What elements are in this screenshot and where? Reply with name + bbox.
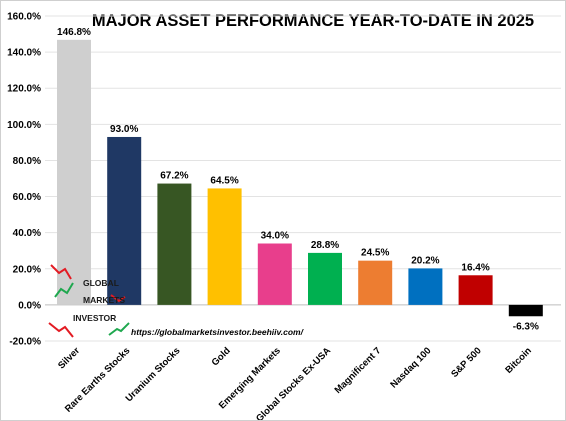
y-tick-label: 20.0%	[13, 264, 41, 275]
data-label: 20.2%	[411, 255, 439, 266]
bar-uranium-stocks	[157, 183, 192, 305]
y-tick-label: 40.0%	[13, 228, 41, 239]
data-label: 93.0%	[110, 124, 138, 135]
y-tick-label: -20.0%	[9, 337, 41, 348]
y-tick-label: 80.0%	[13, 156, 41, 167]
bar-global-stocks-ex-usa	[308, 252, 342, 305]
bar-bitcoin	[508, 304, 543, 317]
x-category-label: S&P 500	[449, 345, 484, 380]
bar-nasdaq-100	[408, 268, 443, 305]
data-label: 67.2%	[160, 171, 188, 182]
brand-watermark: GLOBAL MARKETS INVESTOR https://globalma…	[48, 264, 305, 338]
x-category-label: Uranium Stocks	[124, 345, 183, 404]
data-label: 28.8%	[311, 240, 339, 251]
bar-magnificent-7	[358, 260, 393, 305]
data-label: 34.0%	[261, 231, 289, 242]
bar-s-p-500	[458, 275, 493, 305]
data-label: 146.8%	[57, 27, 91, 38]
y-tick-label: 60.0%	[13, 192, 41, 203]
data-label: 16.4%	[461, 262, 489, 273]
y-axis-tick-labels: 160.0% 140.0% 120.0% 100.0% 80.0% 60.0% 40.0% 2…	[7, 12, 41, 348]
brand-line-investor: INVESTOR	[73, 313, 116, 323]
source-url: https://globalmarketsinvestor.beehiiv.co…	[131, 327, 305, 337]
bar-gold	[207, 188, 242, 305]
y-tick-label: 120.0%	[7, 84, 41, 95]
data-label: 64.5%	[210, 175, 238, 186]
chart-title: MAJOR ASSET PERFORMANCE YEAR-TO-DATE IN …	[92, 12, 534, 30]
y-tick-label: 160.0%	[7, 12, 41, 23]
x-category-label: Bitcoin	[503, 345, 534, 376]
y-tick-label: 100.0%	[7, 120, 41, 131]
data-label: -6.3%	[513, 321, 539, 332]
bars	[57, 39, 543, 317]
y-tick-label: 140.0%	[7, 48, 41, 59]
x-category-label: Silver	[56, 345, 82, 371]
brand-line-markets: MARKETS	[83, 295, 125, 305]
y-tick-label: 0.0%	[18, 300, 41, 311]
x-category-label: Nasdaq 100	[388, 345, 433, 390]
bar-rare-earths-stocks	[107, 136, 142, 305]
bar-emerging-markets	[257, 243, 292, 305]
data-labels: 146.8% 93.0% 67.2% 64.5% 34.0% 28.8% 24.5% 20.2…	[57, 27, 539, 332]
brand-line-global: GLOBAL	[83, 278, 119, 288]
data-label: 24.5%	[361, 248, 389, 259]
bar-silver	[57, 39, 91, 305]
x-category-label: Magnificent 7	[333, 345, 384, 396]
brand-logo-icon	[48, 264, 130, 338]
x-category-label: Gold	[210, 345, 233, 368]
